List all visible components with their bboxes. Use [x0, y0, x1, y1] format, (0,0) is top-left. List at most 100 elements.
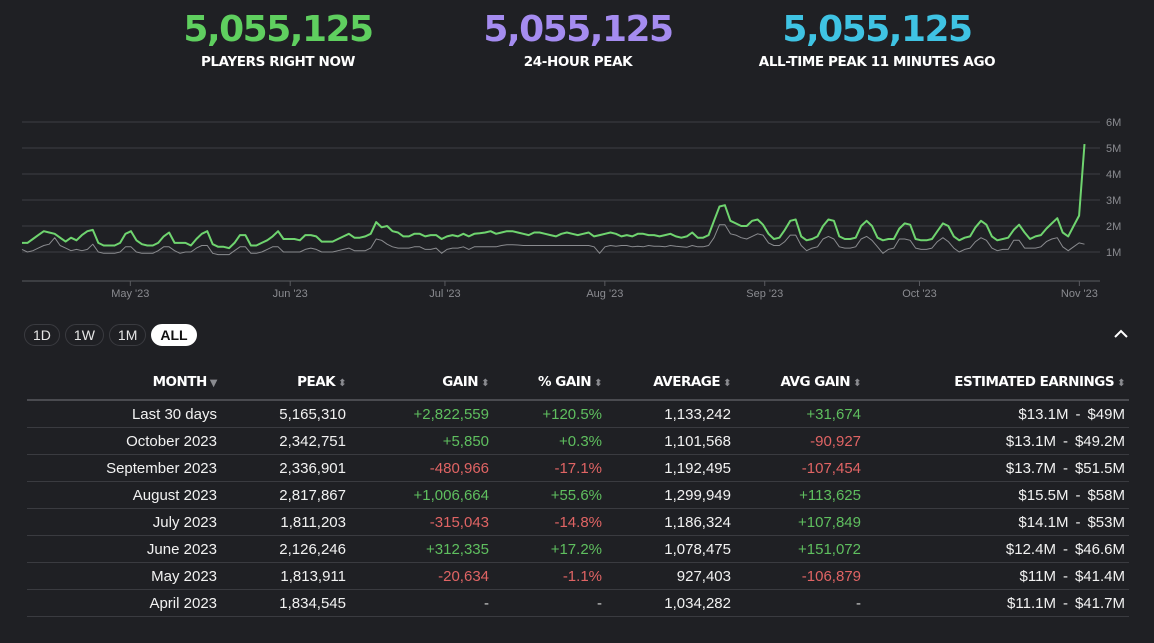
earn-sep: -	[1075, 486, 1081, 504]
y-tick-label: 5M	[1106, 143, 1121, 155]
stat-label: 24-HOUR PEAK	[523, 54, 633, 70]
earnings-cell: $15.5M - $58M	[865, 481, 1129, 509]
earn-high: $46.6M	[1074, 540, 1125, 558]
stat-value: 5,055,125	[782, 9, 973, 50]
y-tick-label: 1M	[1106, 247, 1121, 259]
average-cell: 1,186,324	[606, 508, 735, 536]
stat-24h-peak: 5,055,125 24-HOUR PEAK	[478, 8, 678, 70]
col-label: PEAK	[297, 374, 336, 390]
player-count-chart[interactable]: 1M 2M 3M 4M 5M 6M May '23 Jun '23 Jul '23 Aug '23…	[0, 105, 1154, 305]
col-gain-header[interactable]: GAIN ⬍	[350, 371, 493, 401]
table-row: October 2023 2,342,751 +5,850 +0.3% 1,101,56…	[27, 427, 1129, 455]
range-1d-button[interactable]: 1D	[24, 324, 60, 346]
col-avg-gain-header[interactable]: AVG GAIN ⬍	[735, 371, 865, 401]
sort-arrows-icon: ⬍	[853, 378, 861, 389]
range-all-button[interactable]: ALL	[151, 324, 197, 346]
gain-cell: -	[350, 589, 493, 617]
average-cell: 1,133,242	[606, 400, 735, 428]
col-label: GAIN	[442, 374, 479, 390]
range-selector: 1D 1W 1M ALL	[24, 324, 197, 346]
earnings-cell: $12.4M - $46.6M	[865, 535, 1129, 563]
monthly-stats-table: MONTH ▼ PEAK ⬍ GAIN ⬍ % GAIN ⬍ AVERAGE ⬍ AVG …	[27, 371, 1129, 617]
col-month-header[interactable]: MONTH ▼	[27, 371, 221, 401]
pct-gain-cell: +120.5%	[493, 400, 606, 428]
x-tick-label: Jul '23	[429, 288, 460, 300]
chevron-up-icon	[1114, 329, 1128, 338]
range-1m-button[interactable]: 1M	[108, 324, 147, 346]
earn-sep: -	[1075, 405, 1081, 423]
table-row: September 2023 2,336,901 -480,966 -17.1% 1,1…	[27, 454, 1129, 482]
range-1w-button[interactable]: 1W	[64, 324, 104, 346]
col-label: % GAIN	[538, 374, 592, 390]
table-row: August 2023 2,817,867 +1,006,664 +55.6% 1,29…	[27, 481, 1129, 509]
earn-low: $13.1M	[1018, 405, 1069, 423]
peak-cell: 1,813,911	[221, 562, 350, 590]
stat-players-now: 5,055,125 PLAYERS RIGHT NOW	[178, 8, 378, 70]
month-cell: July 2023	[27, 508, 221, 536]
table-row: April 2023 1,834,545- -1,034,282- $11.1M - $4…	[27, 589, 1129, 617]
y-tick-label: 2M	[1106, 221, 1121, 233]
table-header-row: MONTH ▼ PEAK ⬍ GAIN ⬍ % GAIN ⬍ AVERAGE ⬍ AVG …	[27, 371, 1129, 401]
sort-arrows-icon: ⬍	[594, 378, 602, 389]
peak-cell: 2,126,246	[221, 535, 350, 563]
peak-cell: 2,336,901	[221, 454, 350, 482]
sort-arrows-icon: ⬍	[338, 378, 346, 389]
avg-gain-cell: -	[735, 589, 865, 617]
peak-cell: 2,817,867	[221, 481, 350, 509]
table-row: July 2023 1,811,203 -315,043 -14.8% 1,186,32…	[27, 508, 1129, 536]
table-row: June 2023 2,126,246 +312,335 +17.2% 1,078,47…	[27, 535, 1129, 563]
earnings-cell: $13.1M - $49M	[865, 400, 1129, 428]
earn-sep: -	[1075, 513, 1081, 531]
x-tick-label: May '23	[111, 288, 149, 300]
earn-high: $41.7M	[1074, 594, 1125, 612]
earnings-cell: $14.1M - $53M	[865, 508, 1129, 536]
x-tick-label: Aug '23	[586, 288, 623, 300]
earn-sep: -	[1062, 567, 1068, 585]
average-players-line	[21, 224, 1085, 256]
earn-low: $15.5M	[1018, 486, 1069, 504]
col-average-header[interactable]: AVERAGE ⬍	[606, 371, 735, 401]
avg-gain-cell: -107,454	[735, 454, 865, 482]
earnings-cell: $13.7M - $51.5M	[865, 454, 1129, 482]
stat-label: PLAYERS RIGHT NOW	[200, 54, 356, 70]
earn-low: $11M	[1019, 567, 1056, 585]
avg-gain-cell: +151,072	[735, 535, 865, 563]
earn-low: $13.7M	[1005, 459, 1056, 477]
earn-high: $58M	[1087, 486, 1125, 504]
x-tick-label: Jun '23	[273, 288, 308, 300]
month-cell: April 2023	[27, 589, 221, 617]
month-cell: May 2023	[27, 562, 221, 590]
col-earnings-header[interactable]: ESTIMATED EARNINGS ⬍	[865, 371, 1129, 401]
gain-cell: +2,822,559	[350, 400, 493, 428]
y-tick-label: 3M	[1106, 195, 1121, 207]
peak-cell: 2,342,751	[221, 427, 350, 455]
stat-label: ALL-TIME PEAK 11 MINUTES AGO	[758, 54, 996, 70]
peak-players-line	[22, 144, 1086, 250]
stats-header: 5,055,125 PLAYERS RIGHT NOW 5,055,125 24…	[0, 8, 1154, 78]
month-cell: September 2023	[27, 454, 221, 482]
col-label: ESTIMATED EARNINGS	[954, 374, 1115, 390]
x-tick-label: Nov '23	[1061, 288, 1098, 300]
average-cell: 1,101,568	[606, 427, 735, 455]
caret-down-icon: ▼	[209, 378, 218, 389]
sort-arrows-icon: ⬍	[481, 378, 489, 389]
avg-gain-cell: +31,674	[735, 400, 865, 428]
avg-gain-cell: -90,927	[735, 427, 865, 455]
gain-cell: -480,966	[350, 454, 493, 482]
col-label: AVERAGE	[653, 374, 721, 390]
col-peak-header[interactable]: PEAK ⬍	[221, 371, 350, 401]
gain-cell: -315,043	[350, 508, 493, 536]
average-cell: 1,034,282	[606, 589, 735, 617]
table-row: Last 30 days 5,165,310 +2,822,559 +120.5% 1,…	[27, 400, 1129, 428]
earnings-cell: $13.1M - $49.2M	[865, 427, 1129, 455]
pct-gain-cell: -14.8%	[493, 508, 606, 536]
gain-cell: +5,850	[350, 427, 493, 455]
avg-gain-cell: +107,849	[735, 508, 865, 536]
col-pct-gain-header[interactable]: % GAIN ⬍	[493, 371, 606, 401]
stat-all-time-peak: 5,055,125 ALL-TIME PEAK 11 MINUTES AGO	[727, 8, 1027, 70]
pct-gain-cell: +0.3%	[493, 427, 606, 455]
collapse-chart-button[interactable]	[1110, 323, 1132, 345]
peak-cell: 1,834,545	[221, 589, 350, 617]
sort-arrows-icon: ⬍	[723, 378, 731, 389]
pct-gain-cell: -	[493, 589, 606, 617]
